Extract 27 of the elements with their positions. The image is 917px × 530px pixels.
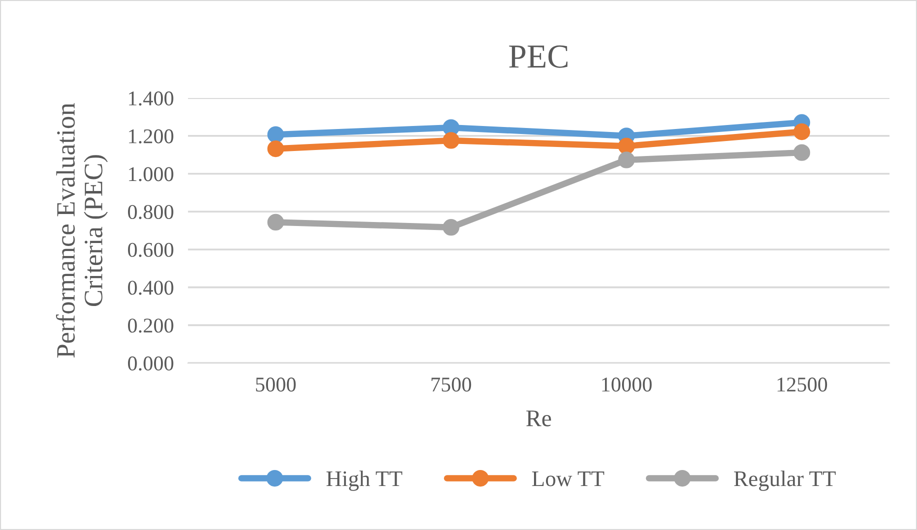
x-axis-title: Re [526, 410, 552, 426]
point [267, 126, 284, 143]
y-tick-label: 1.400 [129, 91, 174, 106]
y-tick-label: 0.200 [128, 318, 174, 333]
y-axis-title: Performance Evaluation Criteria (PEC) [56, 103, 108, 358]
legend-label: Low TT [532, 472, 604, 486]
point [267, 214, 284, 231]
point [793, 123, 810, 140]
point [442, 219, 460, 236]
y-tick-label: 0.800 [128, 204, 174, 220]
x-tick-label: 7500 [432, 378, 472, 392]
legend-label: High TT [326, 470, 402, 491]
x-tick-label: 12500 [778, 378, 828, 392]
y-tick-label: 1.000 [129, 167, 174, 182]
point [618, 138, 635, 154]
y-tick-label: 0.400 [128, 280, 174, 295]
chart-title: PEC [509, 45, 568, 68]
point [793, 144, 810, 161]
point [618, 152, 635, 168]
y-tick-label: 1.200 [129, 129, 174, 144]
legend-label: Regular TT [734, 470, 836, 491]
y-tick-label: 0.600 [128, 242, 174, 258]
x-tick-label: 5000 [256, 378, 296, 392]
x-tick-label: 10000 [602, 378, 652, 392]
point [442, 132, 460, 149]
point [267, 140, 284, 158]
y-tick-label: 0.000 [128, 356, 174, 371]
